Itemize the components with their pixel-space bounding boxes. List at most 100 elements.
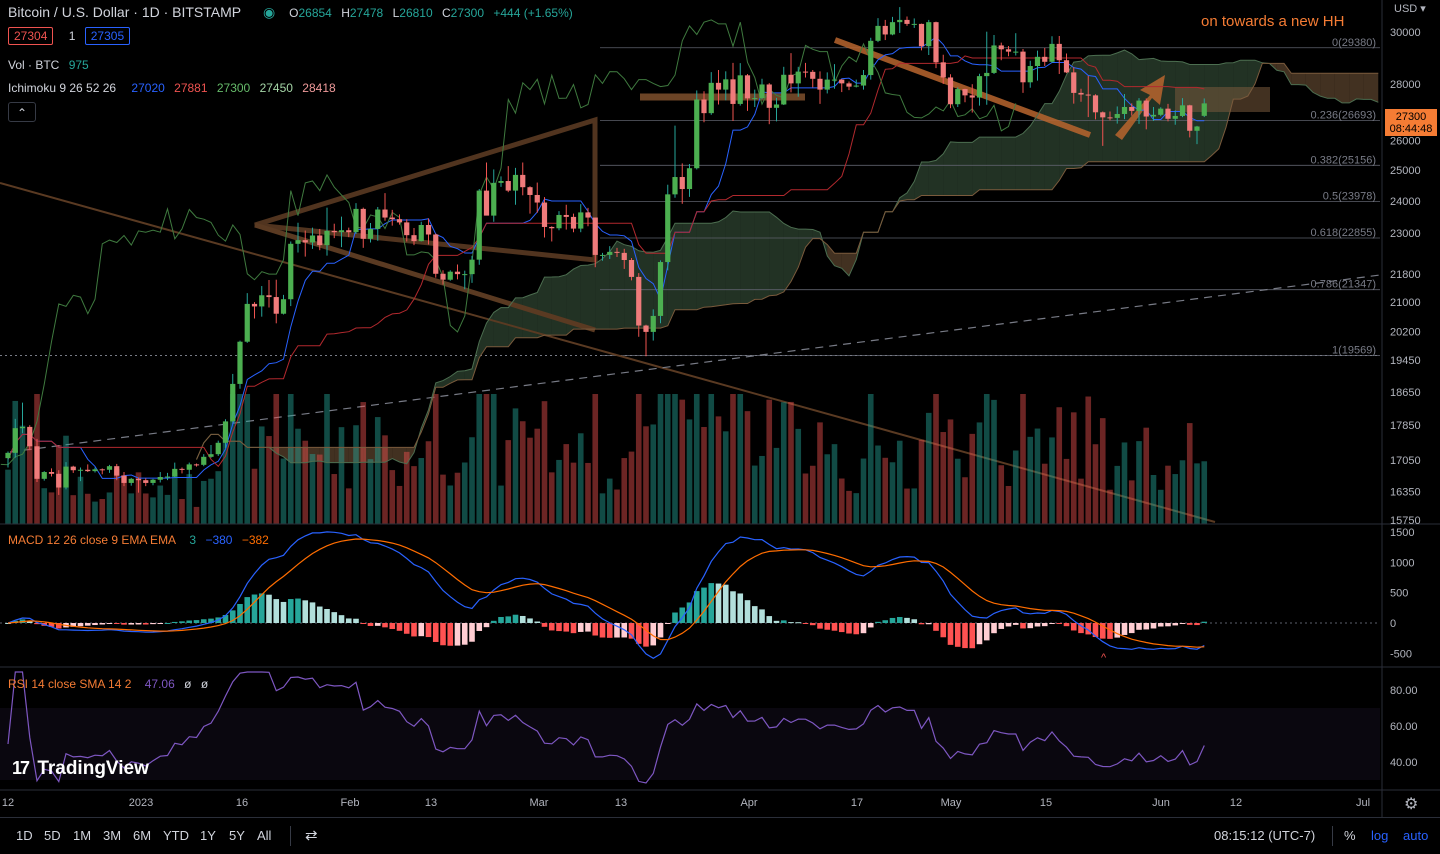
candle[interactable] [447,270,453,281]
candle[interactable] [1194,125,1200,145]
candle[interactable] [63,462,69,490]
symbol-legend[interactable]: Bitcoin / U.S. Dollar · 1D · BITSTAMP ◉ … [8,4,585,21]
candle[interactable] [1165,103,1171,122]
annotation-text[interactable]: on towards a new HH [1201,13,1345,30]
timeframe-5d[interactable]: 5D [44,828,61,843]
candle[interactable] [201,454,207,467]
timeframe-all[interactable]: All [257,828,272,843]
candle[interactable] [346,227,352,238]
candle[interactable] [172,462,178,478]
timeframe-5y[interactable]: 5Y [229,828,245,843]
candle[interactable] [998,42,1004,61]
candle[interactable] [309,227,316,249]
candle[interactable] [121,472,127,487]
candle[interactable] [1071,67,1077,104]
clock-timezone[interactable]: 08:15:12 (UTC-7) [1214,828,1316,843]
candle[interactable] [375,206,381,241]
timeframe-1m[interactable]: 1M [73,828,92,843]
candle[interactable] [976,73,983,106]
candle[interactable] [1150,106,1157,122]
candle[interactable] [889,16,896,36]
candle[interactable] [505,166,511,193]
candle[interactable] [483,162,490,216]
candle[interactable] [288,241,294,307]
candle[interactable] [34,438,40,483]
candle[interactable] [549,226,555,242]
candles[interactable] [5,7,1207,495]
candle[interactable] [367,223,374,243]
candle[interactable] [686,163,693,197]
candle[interactable] [70,465,76,473]
candle[interactable] [599,252,606,261]
timeframe-ytd[interactable]: YTD [163,828,189,843]
candle[interactable] [440,270,446,285]
candle[interactable] [1056,35,1062,74]
candle[interactable] [701,91,707,123]
percent-scale-toggle[interactable]: % [1344,828,1356,843]
candle[interactable] [157,472,163,483]
candle[interactable] [512,167,519,205]
candle[interactable] [636,273,642,337]
candle[interactable] [1201,98,1207,118]
candle[interactable] [5,451,11,468]
sell-button[interactable]: 27304 [8,27,54,45]
candle[interactable] [143,478,149,487]
candle[interactable] [723,71,729,101]
candle[interactable] [882,19,888,41]
candle[interactable] [462,270,468,290]
macd-legend[interactable]: MACD 12 26 close 9 EMA EMA 3 −380 −382 [8,533,275,547]
candle[interactable] [1020,49,1026,93]
candle[interactable] [41,471,47,481]
candle[interactable] [491,169,497,222]
candle[interactable] [766,83,772,125]
candle[interactable] [672,125,678,198]
timeframe-1y[interactable]: 1Y [200,828,216,843]
candle[interactable] [1136,98,1142,124]
auto-scale-toggle[interactable]: auto [1403,828,1429,843]
candle[interactable] [1179,98,1186,118]
candle[interactable] [657,260,664,324]
tradingview-logo[interactable]: 17 TradingView [12,758,149,780]
candle[interactable] [56,470,62,495]
candle[interactable] [527,186,533,214]
candle[interactable] [222,419,229,449]
candle[interactable] [99,468,105,475]
symbol-title[interactable]: Bitcoin / U.S. Dollar · 1D · BITSTAMP [8,4,242,20]
candle[interactable] [193,463,200,467]
candle[interactable] [244,293,250,343]
candle[interactable] [48,468,55,477]
candle[interactable] [621,248,627,269]
candle[interactable] [1042,48,1048,67]
candle[interactable] [411,227,417,246]
candle[interactable] [1013,33,1019,56]
candle[interactable] [541,197,548,238]
candle[interactable] [1121,93,1128,120]
date-range-icon[interactable]: ⇄ [305,827,318,844]
candle[interactable] [926,19,932,56]
candle[interactable] [730,62,736,122]
candle[interactable] [1078,88,1084,102]
candle[interactable] [280,294,287,315]
candle[interactable] [984,31,990,105]
candle[interactable] [962,88,968,103]
candle[interactable] [186,462,192,477]
rsi-legend[interactable]: RSI 14 close SMA 14 2 47.06 ø ø [8,677,214,691]
candle[interactable] [911,18,917,28]
candle[interactable] [839,79,845,93]
candle[interactable] [295,222,301,253]
timeframe-6m[interactable]: 6M [133,828,152,843]
candle[interactable] [273,279,279,324]
candle[interactable] [1158,107,1164,117]
candle[interactable] [831,64,838,89]
candle[interactable] [773,97,780,122]
candle[interactable] [781,66,787,106]
candle[interactable] [592,217,598,268]
candle[interactable] [259,286,265,317]
candle[interactable] [846,81,852,91]
candle[interactable] [251,302,258,319]
candle[interactable] [955,87,961,107]
candle[interactable] [1034,50,1041,81]
candle[interactable] [237,340,243,389]
candle[interactable] [77,467,84,482]
candle[interactable] [694,90,700,170]
